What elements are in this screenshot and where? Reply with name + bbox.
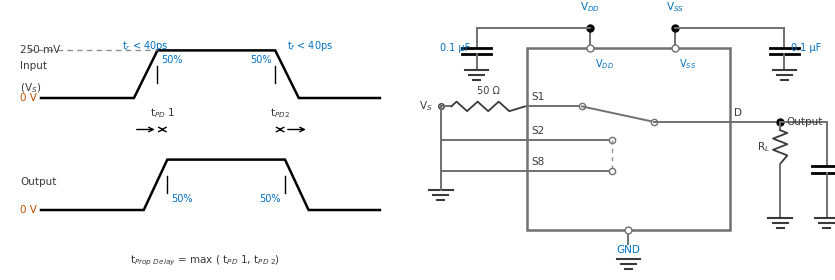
Text: 250 mV: 250 mV: [20, 45, 60, 55]
Text: 0 V: 0 V: [20, 93, 37, 103]
Text: 50%: 50%: [161, 55, 183, 65]
Text: 50%: 50%: [260, 194, 281, 204]
Text: V$_{DD}$: V$_{DD}$: [595, 57, 614, 71]
Text: t$_r$ < 40ps: t$_r$ < 40ps: [123, 39, 169, 53]
Text: V$_{DD}$: V$_{DD}$: [580, 0, 600, 14]
Text: t$_{PD}$ 1: t$_{PD}$ 1: [149, 106, 175, 120]
Text: 50%: 50%: [250, 55, 271, 65]
Text: R$_L$: R$_L$: [757, 140, 770, 154]
Text: t$_{Prop\ Delay}$ = max ( t$_{PD}$ 1, t$_{PD\ 2}$): t$_{Prop\ Delay}$ = max ( t$_{PD}$ 1, t$…: [129, 253, 280, 268]
Text: Input: Input: [20, 61, 47, 71]
Text: S1: S1: [531, 92, 544, 102]
Text: D: D: [734, 108, 741, 118]
Text: 50 Ω: 50 Ω: [477, 86, 499, 96]
Text: V$_{SS}$: V$_{SS}$: [665, 0, 684, 14]
Text: (V$_S$): (V$_S$): [20, 81, 42, 95]
Text: S2: S2: [531, 126, 544, 136]
Text: t$_{PD 2}$: t$_{PD 2}$: [271, 106, 290, 120]
Text: Output: Output: [787, 117, 822, 127]
Text: V$_S$: V$_S$: [418, 99, 433, 113]
Text: 50%: 50%: [171, 194, 193, 204]
Text: S8: S8: [531, 157, 544, 167]
Text: 0.1 μF: 0.1 μF: [791, 43, 821, 53]
Text: V$_{SS}$: V$_{SS}$: [679, 57, 696, 71]
Text: 0.1 μF: 0.1 μF: [440, 43, 470, 53]
Text: 0 V: 0 V: [20, 205, 37, 215]
Bar: [527, 48, 730, 230]
Text: Output: Output: [20, 177, 57, 187]
Text: t$_f$ < 40ps: t$_f$ < 40ps: [287, 39, 334, 53]
Text: GND: GND: [616, 245, 640, 255]
